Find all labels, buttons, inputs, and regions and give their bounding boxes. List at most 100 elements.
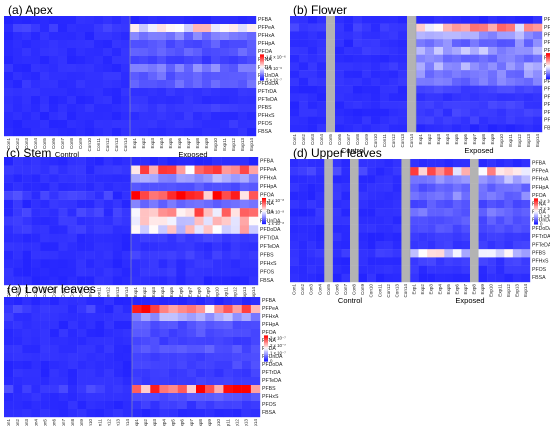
heatmap-cell [375, 265, 385, 274]
heatmap-cell [407, 46, 417, 55]
heatmap-cell [22, 313, 32, 322]
row-label: PFPeA [532, 169, 549, 175]
heatmap-cell [175, 128, 185, 137]
heatmap-cell [470, 46, 480, 55]
column-label: Con11 [97, 287, 102, 301]
heatmap-cell [362, 108, 372, 117]
heatmap-cell [335, 62, 345, 71]
heatmap-cell [76, 250, 86, 260]
legend-swatch [264, 343, 268, 345]
legend-swatch [534, 212, 538, 215]
heatmap-cell [103, 165, 114, 175]
heatmap-cell [205, 305, 215, 314]
heatmap-cell [185, 199, 195, 209]
heatmap-cell [149, 199, 159, 209]
heatmap-cell [22, 16, 32, 25]
heatmap-cell [49, 157, 59, 166]
heatmap-cell [392, 224, 402, 233]
heatmap-cell [175, 40, 185, 49]
heatmap-cell [168, 321, 178, 330]
heatmap-cell [194, 191, 204, 200]
group-label: Exposed [464, 146, 493, 155]
heatmap-cell [104, 297, 114, 306]
heatmap-cell [232, 393, 242, 402]
heatmap-cell [478, 208, 488, 217]
heatmap-cell [112, 250, 123, 260]
heatmap-cell [384, 257, 394, 266]
heatmap-cell [22, 112, 32, 121]
heatmap-cell [140, 199, 150, 209]
row-label: PFDoDA [262, 362, 283, 368]
heatmap-cell [504, 232, 514, 242]
heatmap-cell [444, 249, 454, 258]
legend-swatch [260, 59, 264, 62]
legend-swatch [262, 209, 266, 212]
heatmap-cell [40, 267, 50, 277]
heatmap-cell [487, 241, 496, 250]
heatmap-cell [76, 267, 86, 277]
heatmap-cell [221, 199, 231, 209]
heatmap-cell [202, 32, 212, 41]
heatmap-cell [362, 54, 372, 63]
heatmap-cell [461, 175, 471, 184]
heatmap-cell [220, 120, 230, 129]
heatmap-cell [177, 353, 188, 362]
heatmap-cell [371, 39, 381, 48]
heatmap-cell [479, 16, 489, 24]
heatmap-cell [193, 96, 203, 105]
heatmap-cell [122, 337, 133, 346]
heatmap-cell [410, 265, 419, 274]
heatmap-cell [121, 225, 132, 234]
heatmap-cell [4, 182, 14, 192]
heatmap-cell [238, 32, 248, 41]
heatmap-cell [184, 128, 194, 137]
heatmap-cell [418, 265, 428, 274]
heatmap-cell [205, 377, 215, 386]
column-label: Con11 [97, 419, 102, 426]
column-label: Con10 [373, 134, 378, 148]
heatmap-cell [22, 401, 32, 410]
legend-swatch [264, 360, 268, 362]
heatmap-cell [175, 16, 185, 25]
heatmap-cell [22, 259, 32, 269]
heatmap-cell [434, 54, 444, 63]
heatmap-cell [104, 313, 114, 322]
heatmap-cell [308, 46, 318, 55]
legend-swatch [534, 219, 538, 221]
heatmap-cell [94, 16, 104, 25]
heatmap-cell [193, 104, 203, 113]
heatmap-cell [308, 23, 318, 32]
row-label: FBSA [260, 278, 274, 284]
heatmap-cell [298, 200, 308, 209]
heatmap-cell [150, 305, 160, 314]
heatmap-cell [112, 225, 123, 234]
heatmap-cell [31, 233, 41, 243]
heatmap-cell [76, 88, 86, 97]
heatmap-cell [299, 62, 309, 71]
heatmap-cell [410, 249, 419, 258]
heatmap-cell [211, 32, 221, 41]
heatmap-cell [495, 257, 505, 266]
heatmap-cell [223, 297, 233, 306]
heatmap-cell [407, 31, 417, 40]
heatmap-cell [40, 182, 50, 192]
heatmap-cell [452, 85, 462, 94]
heatmap-cell [85, 80, 95, 89]
heatmap-cell [232, 321, 242, 330]
heatmap-cell [389, 93, 399, 102]
heatmap-cell [58, 80, 68, 89]
heatmap-cell [326, 23, 336, 32]
legend-swatch [260, 64, 264, 67]
heatmap-cell [40, 165, 50, 175]
heatmap-cell [299, 77, 309, 86]
heatmap-cell [326, 70, 336, 79]
heatmap-cell [371, 54, 381, 63]
heatmap-cell [299, 31, 309, 40]
heatmap-cell [358, 183, 368, 192]
heatmap-cell [202, 64, 212, 73]
heatmap-cell [344, 116, 354, 125]
heatmap-cell [524, 70, 534, 79]
heatmap-cell [176, 191, 186, 200]
heatmap-cell [168, 305, 178, 314]
heatmap-cell [416, 101, 426, 109]
